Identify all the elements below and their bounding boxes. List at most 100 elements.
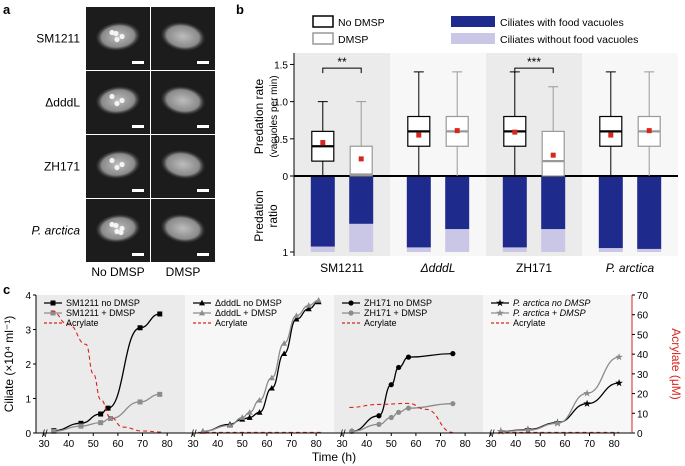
ratio-bar-without-vacuoles <box>310 246 335 252</box>
food-vacuole <box>114 228 120 235</box>
marker-triangle <box>281 340 288 346</box>
food-vacuole <box>109 157 115 164</box>
x-tick-label: 30 <box>38 439 50 450</box>
column-label: DMSP <box>166 265 201 279</box>
marker-triangle <box>256 397 263 403</box>
acrylate-line <box>51 310 163 433</box>
legend-label: Acrylate <box>215 318 248 328</box>
marker-triangle <box>293 315 300 322</box>
legend-label: P. arctica + DMSP <box>513 308 586 318</box>
y2-tick-label: 40 <box>637 350 649 361</box>
marker-circle <box>450 401 456 407</box>
x-tick-label: 50 <box>386 439 398 450</box>
marker-star <box>524 426 532 434</box>
x-tick-label: 80 <box>609 439 621 450</box>
food-vacuole <box>114 100 120 107</box>
food-vacuole <box>109 221 115 228</box>
y2-tick-label: 10 <box>637 409 649 420</box>
x-tick-label: 30 <box>485 439 497 450</box>
legend-no-dmsp: No DMSP <box>338 17 385 29</box>
significance-stars: *** <box>527 55 541 69</box>
marker-square <box>98 411 104 417</box>
acrylate-line <box>349 402 453 433</box>
y-tick-label: 4 <box>25 291 31 302</box>
mean-marker <box>358 156 364 162</box>
marker-square <box>108 416 113 422</box>
marker-star <box>615 353 623 361</box>
scale-bar <box>132 189 144 192</box>
significance-bracket <box>322 67 362 74</box>
ratio-bar-with-vacuoles <box>445 176 470 230</box>
legend-swatch-dmsp <box>312 32 334 45</box>
scale-bar <box>197 125 209 128</box>
marker-triangle <box>268 374 275 381</box>
mean-marker <box>550 152 556 158</box>
scale-bar <box>132 125 144 128</box>
ciliate-cell <box>96 86 140 115</box>
marker-square <box>51 428 57 434</box>
marker-triangle <box>305 305 312 312</box>
panel-a-micrographs: SM1211 ΔdddL ZH171 P. arctica No DMSP DMSP <box>32 7 215 279</box>
ratio-bar-with-vacuoles <box>406 176 431 248</box>
marker-circle <box>396 409 402 415</box>
y-tick-label: 1.0 <box>274 98 288 109</box>
legend-label: SM1211 no DMSP <box>66 298 140 308</box>
ratio-bar-with-vacuoles <box>310 176 335 247</box>
y2-tick-label: 30 <box>637 370 649 381</box>
strain-label: ZH171 <box>516 261 552 275</box>
y2-tick-label: 20 <box>637 390 649 401</box>
x-tick-label: 80 <box>162 439 174 450</box>
marker-square <box>98 420 104 426</box>
food-vacuole <box>113 30 119 37</box>
ciliate-cell <box>161 22 205 51</box>
y2-tick-label: 70 <box>637 291 649 302</box>
group-background <box>582 53 678 256</box>
scale-bar <box>132 61 144 64</box>
x-tick-label: 60 <box>261 439 273 450</box>
food-vacuole <box>119 97 125 104</box>
mean-marker <box>320 140 326 146</box>
legend-label: Acrylate <box>364 318 397 328</box>
y-label-rate-units: (vacuoles per min) <box>269 75 280 157</box>
food-vacuole <box>118 229 124 236</box>
mean-marker <box>608 132 614 138</box>
y-label-ratio: Predation <box>252 190 266 241</box>
marker-triangle <box>199 309 205 316</box>
scale-bar <box>197 61 209 64</box>
ratio-bar-without-vacuoles <box>637 248 662 252</box>
mean-marker <box>646 128 652 134</box>
marker-circle <box>396 364 402 371</box>
strain-label: P. arctica <box>32 224 81 238</box>
marker-circle <box>405 354 412 360</box>
ratio-bar-with-vacuoles <box>637 176 662 249</box>
panel-b-predation: No DMSP DMSP Ciliates with food vacuoles Ci… <box>252 15 678 275</box>
marker-circle <box>376 413 382 419</box>
marker-square <box>50 310 56 316</box>
ratio-bar-with-vacuoles <box>349 176 374 224</box>
scale-bar <box>197 253 209 256</box>
x-tick-label: 50 <box>88 439 100 450</box>
column-label: No DMSP <box>91 265 144 279</box>
marker-square <box>78 423 84 429</box>
y-axis-label: Ciliate (×10⁴ ml⁻¹) <box>2 316 16 413</box>
legend-label: ΔdddL + DMSP <box>215 308 277 318</box>
marker-triangle <box>246 414 253 420</box>
food-vacuole <box>109 93 115 100</box>
food-vacuole <box>119 33 125 40</box>
y-tick-label: 0 <box>282 172 288 183</box>
y2-tick-label: 60 <box>637 311 649 322</box>
x-tick-label: 40 <box>361 439 373 450</box>
x-tick-label: 50 <box>535 439 547 450</box>
x-tick-label: 70 <box>584 439 596 450</box>
legend-label: Acrylate <box>513 318 546 328</box>
y-tick-label: 0 <box>25 429 31 440</box>
marker-circle <box>348 300 354 306</box>
axis-break: // <box>42 429 48 440</box>
marker-square <box>78 420 84 426</box>
marker-star <box>583 389 591 397</box>
strain-label: SM1211 <box>320 261 364 275</box>
ciliate-cell <box>96 214 140 243</box>
ciliate-cell <box>96 150 140 179</box>
legend-with-vacuoles: Ciliates with food vacuoles <box>500 17 624 29</box>
